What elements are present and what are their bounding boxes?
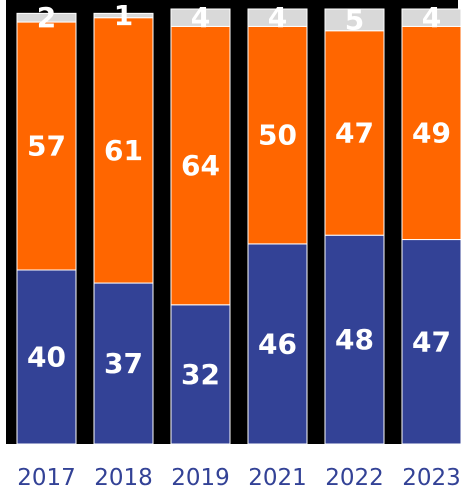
data-label-2019-s1: 32 bbox=[181, 358, 220, 391]
data-label-2019-s2: 64 bbox=[181, 149, 220, 182]
data-label-2017-s3: 2 bbox=[37, 1, 56, 34]
bar-segment-2018-s2 bbox=[93, 17, 154, 284]
bar-segment-2022-s2 bbox=[324, 30, 385, 236]
bar-segment-2021-s3 bbox=[247, 8, 308, 27]
data-label-2021-s1: 46 bbox=[258, 327, 297, 360]
data-label-2023-s3: 4 bbox=[422, 1, 441, 34]
bar-segment-2018-s3 bbox=[93, 12, 154, 19]
bars-layer: 40 57 2 37 61 1 32 64 4 46 50 4 48 47 5 47 49 4 bbox=[16, 0, 462, 444]
data-label-2022-s1: 48 bbox=[335, 323, 374, 356]
bar-segment-2017-s1 bbox=[16, 269, 77, 444]
bar-segment-2023-s3 bbox=[401, 8, 462, 27]
data-label-2018-s2: 61 bbox=[104, 134, 143, 167]
x-tick-label-2019: 2019 bbox=[171, 465, 230, 491]
x-tick-label-2021: 2021 bbox=[248, 465, 307, 491]
data-label-2023-s2: 49 bbox=[412, 116, 451, 149]
x-tick-label-2023: 2023 bbox=[402, 465, 461, 491]
data-label-2022-s2: 47 bbox=[335, 116, 374, 149]
bar-segment-2017-s3 bbox=[16, 12, 77, 23]
x-axis-tick-labels: 2017 2018 2019 2021 2022 2023 bbox=[17, 465, 461, 491]
bar-segment-2022-s1 bbox=[324, 234, 385, 444]
data-label-2023-s1: 47 bbox=[412, 325, 451, 358]
x-tick-label-2017: 2017 bbox=[17, 465, 76, 491]
data-label-2018-s3: 1 bbox=[114, 0, 133, 32]
data-label-2019-s3: 4 bbox=[191, 1, 210, 34]
bar-segment-2019-s3 bbox=[170, 8, 231, 27]
x-tick-label-2022: 2022 bbox=[325, 465, 384, 491]
bar-segment-2022-s3 bbox=[324, 8, 385, 32]
bar-segment-2021-s1 bbox=[247, 243, 308, 444]
bar-segment-2023-s2 bbox=[401, 25, 462, 241]
data-label-2021-s3: 4 bbox=[268, 1, 287, 34]
data-label-2018-s1: 37 bbox=[104, 347, 143, 380]
x-tick-label-2018: 2018 bbox=[94, 465, 153, 491]
data-label-2017-s1: 40 bbox=[27, 341, 66, 374]
data-label-2021-s2: 50 bbox=[258, 119, 297, 152]
bar-segment-2021-s2 bbox=[247, 25, 308, 245]
bar-segment-2019-s2 bbox=[170, 25, 231, 306]
data-label-2022-s3: 5 bbox=[345, 3, 364, 36]
bar-segment-2019-s1 bbox=[170, 304, 231, 444]
data-label-2017-s2: 57 bbox=[27, 130, 66, 163]
bar-segment-2023-s1 bbox=[401, 239, 462, 444]
